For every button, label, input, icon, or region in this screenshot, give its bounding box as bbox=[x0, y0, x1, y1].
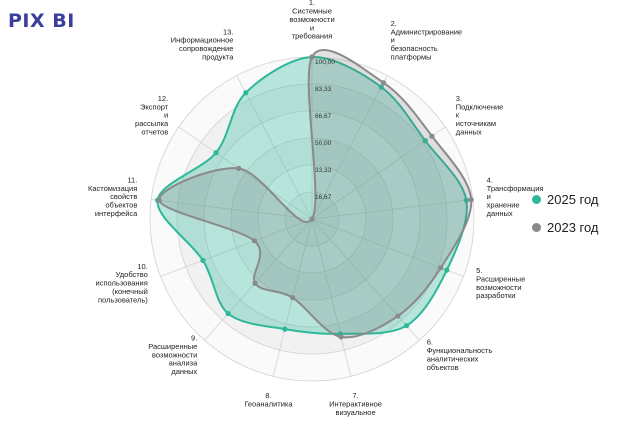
data-point bbox=[225, 310, 231, 317]
radial-tick-label: 66,67 bbox=[315, 113, 332, 120]
data-point bbox=[468, 197, 474, 203]
legend: 2025 год 2023 год bbox=[532, 185, 599, 241]
radar-series bbox=[155, 49, 474, 340]
radial-tick-label: 33,33 bbox=[315, 167, 332, 174]
legend-marker bbox=[532, 222, 541, 232]
data-point bbox=[403, 323, 410, 329]
data-point bbox=[380, 80, 387, 86]
category-label: 3. Подключение к источникам данных bbox=[456, 94, 504, 137]
category-label: 9. Расширенные возможности анализа данных bbox=[148, 334, 198, 377]
category-label: 10. Удобство использования (конечный пользов… bbox=[96, 262, 149, 305]
data-point bbox=[422, 138, 428, 144]
radial-tick-label: 50,00 bbox=[315, 140, 332, 147]
data-point bbox=[213, 150, 219, 156]
radial-tick-label: 83,33 bbox=[315, 86, 332, 93]
grid-spoke bbox=[160, 218, 313, 277]
data-point bbox=[463, 197, 469, 203]
grid-spoke bbox=[151, 199, 313, 220]
data-point bbox=[200, 257, 206, 263]
legend-label: 2025 год bbox=[547, 191, 599, 207]
series-2023 bbox=[156, 49, 474, 340]
data-point bbox=[429, 133, 435, 139]
brand-logo: PIX BI bbox=[8, 10, 75, 32]
data-point bbox=[236, 165, 242, 171]
category-label: 8. Геоаналитика bbox=[244, 391, 293, 408]
radial-tick-label: 100,00 bbox=[315, 59, 335, 66]
legend-label: 2023 год bbox=[547, 219, 599, 235]
grid-spoke bbox=[204, 218, 313, 341]
data-point bbox=[395, 313, 401, 319]
grid-spoke bbox=[311, 199, 473, 220]
category-label: 7. Интерактивное визуальное bbox=[329, 391, 382, 417]
data-point bbox=[282, 326, 288, 332]
data-point bbox=[309, 216, 315, 222]
category-label: 6. Функциональность аналитических объектов bbox=[427, 338, 493, 372]
category-label: 12. Экспорт и рассылка отчетов bbox=[135, 94, 169, 137]
legend-item: 2023 год bbox=[532, 213, 599, 241]
data-point bbox=[243, 90, 249, 96]
category-label: 11. Кастомизация свойств объектов интерфейса bbox=[88, 175, 138, 218]
category-label: 1. Системные возможности и требования bbox=[289, 0, 334, 41]
data-point bbox=[378, 84, 384, 90]
data-point bbox=[338, 334, 344, 340]
radial-tick-labels: 16,67 33,33 50,00 66,67 83,33 100,00 bbox=[315, 59, 335, 201]
category-label: 2. Администрирование и безопасность платформ… bbox=[391, 19, 463, 62]
grid-spoke bbox=[311, 126, 446, 220]
data-point bbox=[252, 280, 258, 286]
grid-spoke bbox=[236, 75, 313, 220]
data-point bbox=[156, 197, 162, 204]
grid-spoke bbox=[311, 218, 352, 377]
data-point bbox=[444, 267, 450, 273]
grid-spoke bbox=[311, 218, 420, 341]
grid-spoke bbox=[311, 75, 388, 220]
legend-item: 2025 год bbox=[532, 185, 599, 213]
category-labels: 1. Системные возможности и требования 2. Админ… bbox=[88, 0, 543, 417]
data-point bbox=[309, 54, 315, 60]
category-label: 13. Информационное сопровождение продукта bbox=[171, 27, 234, 61]
series-area bbox=[156, 55, 468, 335]
series-area bbox=[158, 49, 473, 339]
data-point bbox=[251, 238, 258, 244]
grid-spoke bbox=[178, 126, 313, 220]
data-point bbox=[438, 265, 444, 271]
legend-marker bbox=[532, 194, 541, 204]
category-label: 5. Расширенные возможности разработки bbox=[476, 266, 525, 300]
radial-tick-label: 16,67 bbox=[315, 194, 332, 201]
data-point bbox=[290, 295, 296, 301]
category-label: 4. Трансформация и хранение данных bbox=[487, 175, 544, 218]
grid-spoke bbox=[311, 218, 464, 277]
